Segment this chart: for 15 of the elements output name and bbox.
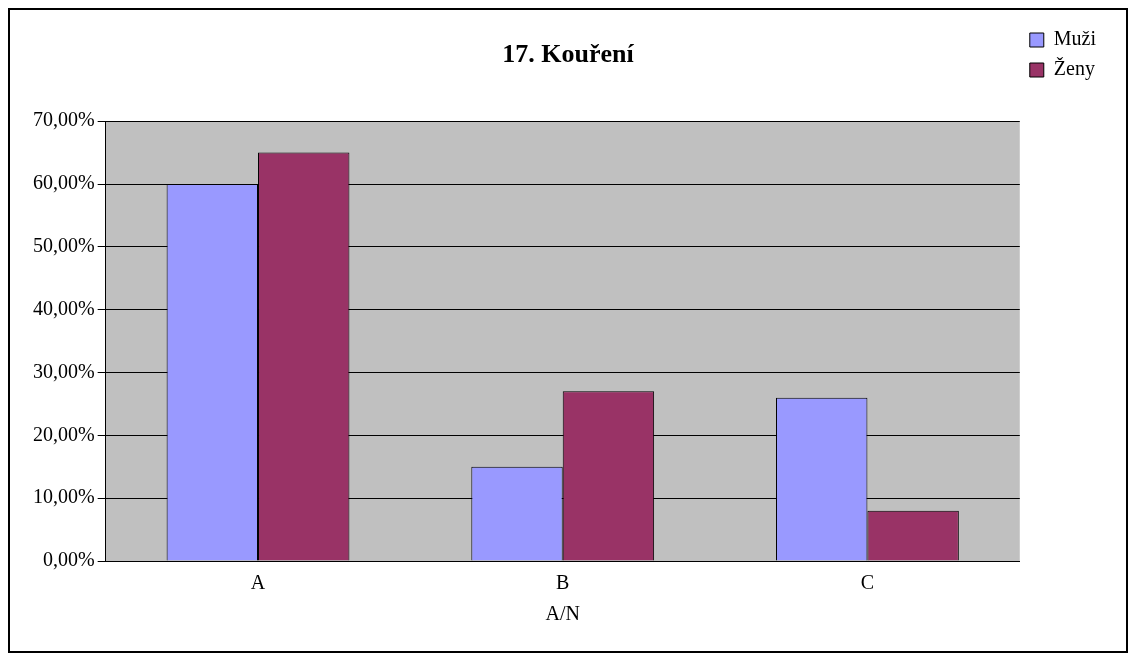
y-tick-label: 10,00% [32,485,95,508]
y-tick-label: 60,00% [32,171,95,194]
x-tick-label: B [556,571,570,594]
y-tick-label: 20,00% [32,422,95,445]
x-tick-label: A [250,571,266,594]
y-tick-label: 70,00% [32,108,95,131]
legend-label: Ženy [1053,57,1095,81]
x-axis-title: A/N [545,602,580,625]
legend-label: Muži [1053,27,1097,50]
y-tick-label: 0,00% [42,548,95,571]
chart-title: 17. Kouření [502,39,635,69]
y-tick-label: 50,00% [32,234,95,257]
y-tick-label: 40,00% [32,296,95,319]
y-tick-label: 30,00% [32,359,95,382]
x-tick-label: C [860,571,875,594]
